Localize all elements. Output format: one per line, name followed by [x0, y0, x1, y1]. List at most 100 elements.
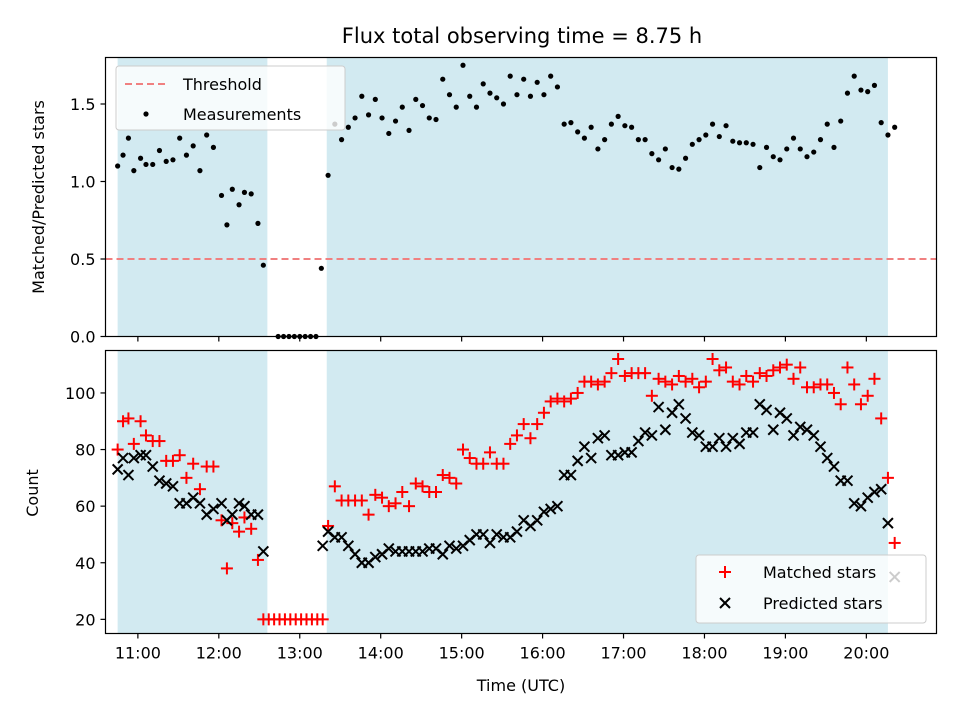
predicted-star-point: [122, 469, 135, 481]
measurement-point: [602, 137, 608, 143]
matched-star-point: [436, 469, 449, 482]
measurement-point: [784, 146, 790, 152]
matched-star-point: [780, 358, 793, 371]
matched-star-point: [571, 386, 584, 399]
matched-star-point: [117, 415, 130, 428]
measurement-point: [190, 143, 196, 149]
predicted-star-point: [875, 483, 887, 495]
measurement-point: [392, 118, 399, 124]
matched-star-point: [524, 432, 537, 445]
matched-star-point: [328, 480, 341, 493]
matched-star-point: [834, 398, 847, 411]
predicted-star-point: [117, 452, 129, 464]
matched-star-point: [362, 508, 375, 521]
matched-star-point: [888, 536, 901, 549]
predicted-star-point: [747, 426, 759, 439]
matched-star-point: [483, 446, 496, 459]
predicted-star-point: [437, 548, 449, 560]
predicted-star-point: [538, 506, 550, 518]
predicted-star-point: [167, 480, 179, 493]
measurement-point: [218, 192, 225, 199]
top-panel-axes: 0.0 0.5 1.0 1.5: [70, 95, 867, 347]
predicted-star-point: [868, 486, 881, 498]
measurement-point: [763, 144, 770, 150]
matched-star-point: [598, 375, 611, 388]
measurement-point: [858, 87, 864, 93]
measurement-point: [197, 168, 203, 174]
measurement-point: [730, 138, 736, 144]
measurement-point: [595, 146, 601, 152]
measurement-point: [386, 130, 392, 137]
predicted-star-point: [808, 429, 820, 442]
matched-star-point: [875, 412, 888, 425]
measurement-point: [689, 141, 695, 147]
measurement-point: [419, 102, 426, 109]
measurement-point: [494, 95, 500, 101]
measurement-point: [467, 93, 473, 99]
series-measurements: [115, 62, 898, 340]
predicted-star-point: [571, 455, 584, 467]
measurement-point: [177, 135, 183, 141]
measurement-point: [743, 140, 749, 146]
x-tick-label: 13:00: [277, 644, 323, 663]
measurement-point: [811, 149, 817, 155]
y-tick-label: 20: [75, 610, 95, 629]
matched-star-point: [841, 361, 854, 374]
measurement-point: [696, 137, 702, 143]
measurement-point: [797, 146, 803, 152]
measurement-point: [143, 161, 149, 168]
matched-star-point: [767, 364, 780, 377]
matched-star-point: [544, 395, 557, 408]
measurement-point: [170, 157, 176, 163]
matched-star-point: [639, 367, 652, 380]
top-panel-frame: [104, 56, 938, 338]
measurement-point: [662, 146, 668, 152]
predicted-star-point: [194, 497, 206, 510]
x-tick-label: 19:00: [762, 644, 808, 663]
matched-star-point: [558, 395, 571, 408]
measurement-point: [656, 157, 662, 163]
observing-interval-1: [117, 350, 268, 634]
measurement-point: [241, 189, 248, 195]
measurement-point: [487, 90, 493, 96]
measurement-point: [554, 84, 561, 90]
measurement-point: [608, 121, 614, 127]
matched-star-point: [686, 372, 699, 385]
predicted-star-point: [814, 441, 827, 453]
measurement-point: [163, 158, 169, 164]
matched-star-point: [881, 471, 894, 484]
predicted-star-point: [659, 424, 672, 436]
measurement-point: [622, 123, 628, 129]
measurement-point: [204, 132, 210, 138]
matched-star-point: [821, 378, 834, 391]
predicted-star-point: [147, 460, 159, 473]
matched-star-point: [456, 443, 469, 456]
measurement-point: [790, 135, 797, 141]
matched-star-point: [416, 480, 429, 493]
predicted-star-point: [215, 497, 228, 510]
matched-star-point: [564, 392, 577, 405]
predicted-star-point: [592, 432, 604, 444]
x-tick-label: 11:00: [115, 644, 161, 663]
matched-star-point: [403, 500, 416, 513]
measurement-point: [649, 151, 655, 157]
matched-star-point: [193, 483, 206, 496]
predicted-star-point: [443, 540, 456, 552]
matched-star-point: [733, 378, 746, 391]
x-tick-label: 15:00: [439, 644, 485, 663]
predicted-star-point: [585, 452, 597, 464]
measurement-point: [851, 73, 857, 79]
measurement-point: [229, 186, 235, 192]
predicted-star-point: [369, 551, 382, 563]
measurement-point: [399, 104, 405, 110]
predicted-star-point: [477, 528, 489, 541]
predicted-star-point: [160, 477, 172, 490]
measurement-point: [736, 140, 743, 146]
x-axis-label: Time (UTC): [476, 676, 565, 695]
matched-star-point: [127, 437, 140, 450]
predicted-star-point: [673, 398, 685, 410]
predicted-star-point: [491, 528, 503, 541]
predicted-legend-swatch: [719, 597, 731, 609]
predicted-star-point: [207, 503, 220, 515]
matched-star-point: [747, 375, 760, 388]
